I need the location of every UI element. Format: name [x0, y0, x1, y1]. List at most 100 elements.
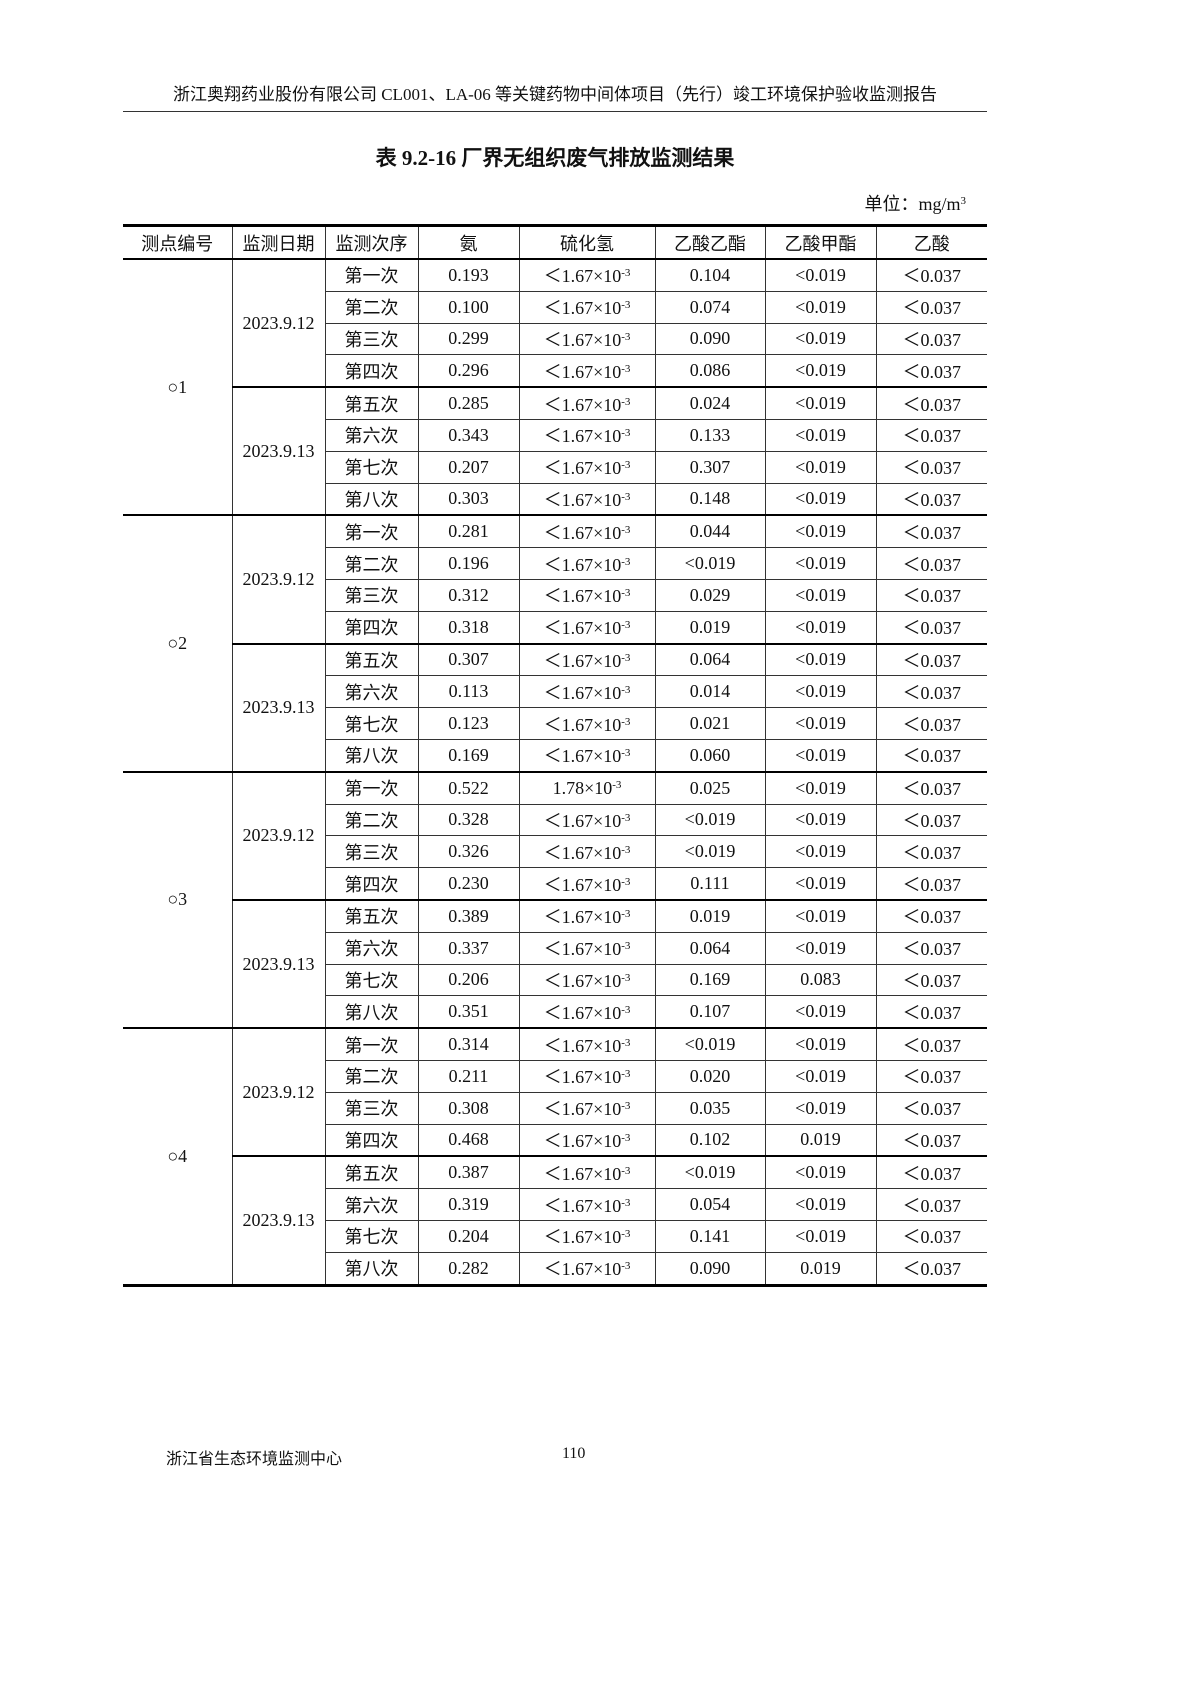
methyl-acetate-cell: <0.019 [764, 514, 877, 549]
ethyl-acetate-cell: <0.019 [654, 835, 766, 869]
sequence-cell: 第七次 [325, 963, 419, 997]
ethyl-acetate-cell: 0.035 [654, 1091, 766, 1125]
table-row: 第四次 0.230 ＜1.67×10-3 0.111 <0.019 ＜0.037 [123, 867, 987, 901]
h2s-mantissa: ＜1.67×10 [543, 1002, 622, 1023]
acetic-acid-cell: ＜0.037 [875, 1091, 987, 1125]
methyl-acetate-cell: 0.019 [764, 1123, 877, 1157]
sequence-cell: 第八次 [325, 738, 419, 773]
table-row: 第八次 0.303 ＜1.67×10-3 0.148 <0.019 ＜0.037 [123, 482, 987, 516]
h2s-cell: ＜1.67×10-3 [518, 963, 656, 997]
unit-text: 单位：mg/m [864, 194, 961, 214]
ethyl-acetate-cell: 0.141 [654, 1219, 766, 1253]
methyl-acetate-cell: <0.019 [764, 450, 877, 484]
table-row: 第七次 0.123 ＜1.67×10-3 0.021 <0.019 ＜0.037 [123, 707, 987, 740]
sequence-cell: 第二次 [325, 1059, 419, 1093]
table-row: 第三次 0.308 ＜1.67×10-3 0.035 <0.019 ＜0.037 [123, 1091, 987, 1125]
column-header: 测点编号 [123, 225, 233, 260]
ammonia-cell: 0.207 [417, 450, 520, 484]
h2s-mantissa: ＜1.67×10 [543, 746, 622, 767]
h2s-mantissa: ＜1.67×10 [543, 970, 622, 991]
sequence-cell: 第五次 [324, 386, 419, 420]
h2s-mantissa: ＜1.67×10 [543, 522, 622, 543]
h2s-cell: ＜1.67×10-3 [518, 707, 656, 740]
sequence-cell: 第一次 [324, 514, 419, 549]
acetic-acid-cell: ＜0.037 [875, 514, 987, 549]
table-row: 第六次 0.113 ＜1.67×10-3 0.014 <0.019 ＜0.037 [123, 675, 987, 709]
h2s-cell: ＜1.67×10-3 [518, 931, 656, 965]
ethyl-acetate-cell: 0.019 [654, 898, 766, 933]
h2s-mantissa: ＜1.67×10 [543, 266, 622, 287]
acetic-acid-cell: ＜0.037 [875, 610, 987, 645]
date-cell: 2023.9.12 [231, 514, 326, 645]
h2s-exponent: -3 [621, 683, 631, 696]
methyl-acetate-cell: <0.019 [764, 258, 877, 292]
table-row: ○2 2023.9.12 第一次 0.281 ＜1.67×10-3 0.044 <0.019… [123, 514, 987, 773]
acetic-acid-cell: ＜0.037 [875, 290, 987, 324]
ammonia-cell: 0.312 [417, 578, 520, 612]
h2s-mantissa: ＜1.67×10 [543, 554, 622, 575]
h2s-exponent: -3 [621, 587, 631, 600]
h2s-exponent: -3 [621, 1196, 631, 1209]
h2s-exponent: -3 [621, 971, 631, 984]
h2s-mantissa: ＜1.67×10 [543, 1259, 622, 1280]
h2s-exponent: -3 [621, 940, 631, 953]
ethyl-acetate-cell: 0.086 [654, 354, 766, 388]
h2s-exponent: -3 [621, 1100, 631, 1113]
h2s-mantissa: ＜1.67×10 [543, 298, 622, 319]
table-row: 第四次 0.468 ＜1.67×10-3 0.102 0.019 ＜0.037 [123, 1123, 987, 1157]
h2s-exponent: -3 [621, 523, 631, 536]
h2s-mantissa: ＜1.67×10 [543, 394, 622, 415]
ethyl-acetate-cell: 0.111 [654, 867, 766, 901]
h2s-cell: ＜1.67×10-3 [518, 1188, 656, 1221]
table-row: 第三次 0.299 ＜1.67×10-3 0.090 <0.019 ＜0.037 [123, 322, 987, 356]
methyl-acetate-cell: <0.019 [764, 386, 877, 420]
ammonia-cell: 0.204 [417, 1219, 520, 1253]
h2s-mantissa: ＜1.67×10 [543, 586, 622, 607]
sequence-cell: 第二次 [325, 547, 419, 580]
acetic-acid-cell: ＜0.037 [875, 1188, 987, 1221]
ethyl-acetate-cell: 0.148 [654, 482, 766, 516]
ammonia-cell: 0.468 [417, 1123, 520, 1157]
acetic-acid-cell: ＜0.037 [875, 1251, 987, 1286]
date-cell: 2023.9.12 [231, 258, 326, 388]
ammonia-cell: 0.522 [417, 770, 520, 805]
table-row: 第七次 0.204 ＜1.67×10-3 0.141 <0.019 ＜0.037 [123, 1219, 987, 1253]
point-cell: ○1 [123, 258, 233, 516]
page-number: 110 [562, 1445, 586, 1462]
acetic-acid-cell: ＜0.037 [875, 547, 987, 580]
h2s-mantissa: ＜1.67×10 [543, 489, 622, 510]
ethyl-acetate-cell: 0.029 [654, 578, 766, 612]
h2s-mantissa: ＜1.67×10 [543, 1163, 622, 1184]
h2s-exponent: -3 [621, 1068, 631, 1081]
h2s-cell: ＜1.67×10-3 [518, 578, 656, 612]
table-row: 2023.9.13 第五次 0.389 ＜1.67×10-3 0.019 <0.019 ＜0… [123, 898, 987, 1029]
h2s-mantissa: ＜1.67×10 [543, 1227, 622, 1248]
table-row: 第四次 0.296 ＜1.67×10-3 0.086 <0.019 ＜0.037 [123, 354, 987, 388]
h2s-mantissa: ＜1.67×10 [543, 361, 622, 382]
table-row: 2023.9.13 第五次 0.285 ＜1.67×10-3 0.024 <0.019 ＜0… [123, 386, 987, 516]
unit-sup: 3 [960, 195, 967, 207]
methyl-acetate-cell: <0.019 [764, 1059, 877, 1093]
table-row: ○3 2023.9.12 第一次 0.522 1.78×10-3 0.025 <0.019 ＜… [123, 770, 987, 1029]
ethyl-acetate-cell: 0.064 [654, 931, 766, 965]
h2s-exponent: -3 [621, 490, 631, 503]
ammonia-cell: 0.296 [417, 354, 520, 388]
h2s-cell: ＜1.67×10-3 [518, 1091, 656, 1125]
table-row: 2023.9.13 第五次 0.307 ＜1.67×10-3 0.064 <0.019 ＜0… [123, 642, 987, 773]
ammonia-cell: 0.328 [417, 803, 520, 837]
methyl-acetate-cell: 0.019 [764, 1251, 877, 1286]
ethyl-acetate-cell: 0.102 [654, 1123, 766, 1157]
methyl-acetate-cell: <0.019 [764, 1091, 877, 1125]
acetic-acid-cell: ＜0.037 [875, 1059, 987, 1093]
h2s-exponent: -3 [621, 362, 631, 375]
ethyl-acetate-cell: 0.064 [654, 642, 766, 677]
acetic-acid-cell: ＜0.037 [875, 1027, 987, 1061]
methyl-acetate-cell: <0.019 [764, 1219, 877, 1253]
table-row: 第八次 0.282 ＜1.67×10-3 0.090 0.019 ＜0.037 [123, 1251, 987, 1286]
ethyl-acetate-cell: 0.021 [654, 707, 766, 740]
sequence-cell: 第二次 [325, 290, 419, 324]
methyl-acetate-cell: <0.019 [764, 1188, 877, 1221]
ethyl-acetate-cell: <0.019 [654, 1027, 766, 1061]
sequence-cell: 第三次 [325, 1091, 419, 1125]
ethyl-acetate-cell: 0.090 [654, 1251, 766, 1286]
